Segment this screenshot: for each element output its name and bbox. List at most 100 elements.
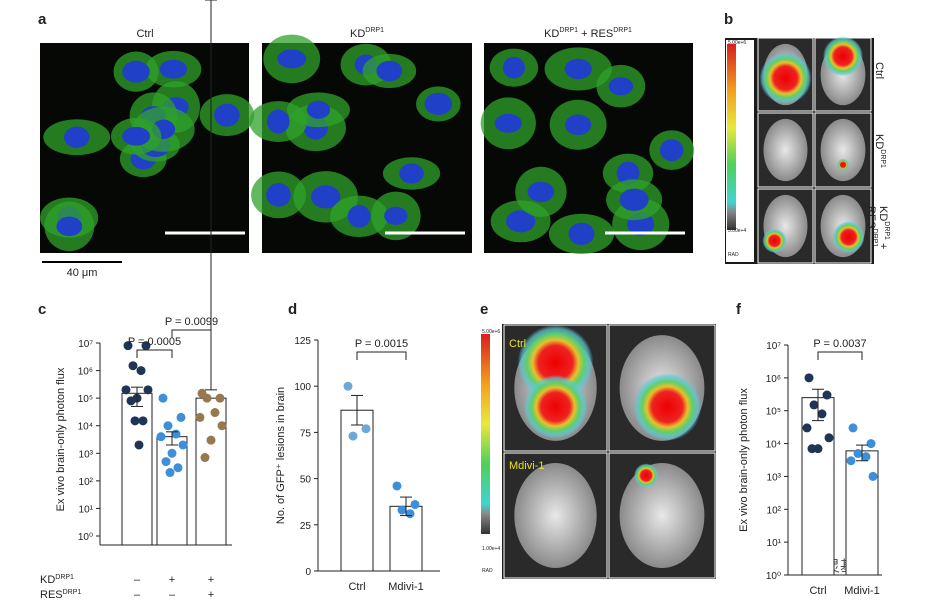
p-value: P = 0.0005	[128, 336, 181, 348]
colorbar-label: 5.00e+6	[482, 329, 500, 335]
data-point	[126, 396, 136, 406]
y-tick-label: 75	[300, 428, 312, 439]
panel-letter: f	[736, 301, 742, 318]
nucleus	[659, 139, 684, 162]
data-point	[134, 440, 144, 450]
p-value: P = 0.0037	[813, 338, 866, 350]
data-point	[410, 499, 420, 509]
y-tick-label: 10³	[767, 472, 782, 483]
error-bar	[166, 431, 178, 446]
panel-letter: e	[480, 301, 488, 318]
y-tick-label: 10²	[767, 505, 782, 516]
p-value: P = 0.0015	[355, 338, 408, 350]
data-point	[215, 393, 225, 403]
image-title: KDDRP1 + RESDRP1	[544, 27, 632, 40]
condition-sign: +	[169, 574, 175, 586]
data-point	[807, 444, 817, 454]
y-tick-label: 100	[294, 382, 311, 393]
condition-sup: DRP1	[63, 589, 82, 596]
row-label: Ctrl	[873, 62, 885, 79]
data-point	[195, 412, 205, 422]
data-point	[802, 423, 812, 433]
data-point	[123, 341, 133, 351]
brain	[763, 118, 808, 182]
nucleus	[619, 188, 649, 211]
bar	[845, 450, 879, 576]
data-point	[392, 481, 402, 491]
signal	[759, 52, 812, 105]
nucleus	[384, 206, 408, 225]
data-point	[217, 421, 227, 431]
nucleus	[565, 114, 592, 136]
panel-letter: d	[288, 301, 297, 318]
panel-letter: a	[38, 11, 47, 28]
data-point	[176, 412, 186, 422]
data-point	[128, 361, 138, 371]
nucleus	[56, 216, 83, 237]
signal	[633, 372, 702, 441]
x-tick-label: Mdivi-1	[844, 585, 879, 597]
data-point	[210, 408, 220, 418]
colorbar	[481, 334, 490, 534]
data-point	[200, 453, 210, 463]
data-point	[173, 463, 183, 473]
y-tick-label: 125	[294, 336, 311, 347]
y-tick-label: 10⁵	[766, 407, 781, 418]
y-tick-label: 25	[300, 521, 312, 532]
condition-name: KD	[40, 574, 55, 586]
brain-images	[757, 36, 872, 264]
data-point	[804, 373, 814, 383]
condition-name: RES	[40, 589, 63, 601]
nucleus	[306, 100, 331, 119]
colorbar-label: 1.00e+4	[482, 546, 500, 552]
colorbar-unit: RAD	[482, 568, 493, 574]
image-title: Ctrl	[136, 28, 153, 40]
brain	[820, 118, 866, 182]
data-point	[136, 366, 146, 376]
condition-sup: DRP1	[55, 574, 74, 581]
nucleus	[122, 60, 150, 83]
signal	[634, 463, 659, 488]
data-point	[130, 416, 140, 426]
condition-label: KDDRP1	[40, 574, 74, 586]
data-point	[809, 400, 819, 410]
y-tick-label: 10¹	[767, 538, 782, 549]
brain	[619, 463, 705, 568]
panel-letter: b	[724, 11, 733, 28]
data-point	[163, 421, 173, 431]
data-point	[167, 448, 177, 458]
data-point	[206, 435, 216, 445]
data-point	[165, 468, 175, 478]
significance-bracket	[817, 351, 863, 360]
nucleus	[347, 204, 371, 228]
data-point	[848, 423, 858, 433]
data-point	[853, 448, 863, 458]
nucleus	[310, 185, 341, 209]
nucleus	[506, 210, 536, 233]
y-tick-label: 10²	[79, 477, 94, 488]
y-tick-label: 10³	[79, 449, 94, 460]
error-bar	[205, 0, 217, 391]
image-label: Mdivi-1	[509, 460, 544, 472]
nucleus	[608, 77, 634, 96]
data-point	[405, 509, 415, 519]
signal	[762, 228, 787, 253]
data-point	[138, 416, 148, 426]
nucleus	[399, 163, 424, 184]
y-tick-label: 10⁶	[766, 374, 781, 385]
condition-sign: +	[208, 589, 214, 601]
condition-sign: +	[208, 574, 214, 586]
row-label: KDDRP1 +	[877, 206, 890, 249]
nucleus	[214, 103, 240, 127]
y-axis-label: No. of GFP⁺ lesions in brain	[275, 387, 287, 524]
nucleus	[64, 126, 90, 148]
image-label: Ctrl	[509, 338, 526, 350]
nucleus	[527, 181, 555, 203]
error-bar	[812, 388, 824, 422]
data-point	[824, 433, 834, 443]
y-tick-label: 10⁴	[78, 422, 93, 433]
data-point	[866, 439, 876, 449]
data-point	[158, 393, 168, 403]
data-point	[202, 393, 212, 403]
